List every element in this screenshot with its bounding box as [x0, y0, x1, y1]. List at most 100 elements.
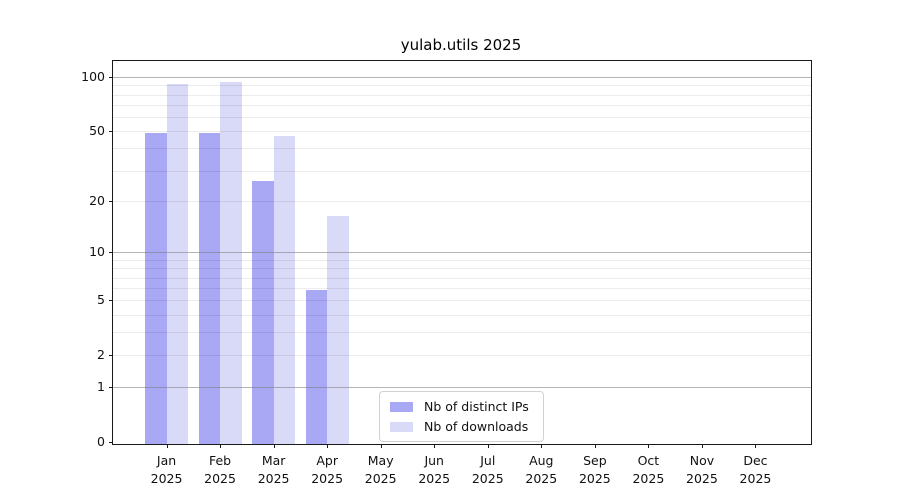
- y-tick-label-0: 0: [97, 434, 105, 449]
- x-label-year: 2025: [257, 471, 290, 487]
- x-label-month: Aug: [529, 453, 554, 468]
- x-tick-nov: [701, 444, 703, 448]
- x-label-month: Apr: [316, 453, 338, 468]
- x-tick-label-nov: Nov 2025: [670, 452, 734, 488]
- gridline-minor-40: [113, 148, 811, 150]
- x-label-year: 2025: [578, 471, 611, 487]
- y-tick-0: [109, 441, 113, 443]
- bars-layer: [113, 61, 811, 444]
- x-tick-label-jun: Jun 2025: [402, 452, 466, 488]
- x-label-year: 2025: [525, 471, 558, 487]
- x-label-month: Jun: [424, 453, 444, 468]
- gridline-minor-9: [113, 260, 811, 261]
- x-tick-aug: [541, 444, 543, 448]
- legend-label-distinct-ips: Nb of distinct IPs: [424, 399, 529, 414]
- x-tick-jan: [166, 444, 168, 448]
- x-label-year: 2025: [418, 471, 451, 487]
- gridline-minor-60: [113, 117, 811, 119]
- y-tick-20: [109, 200, 113, 202]
- x-label-year: 2025: [311, 471, 344, 487]
- bar-downloads-apr: [327, 215, 349, 444]
- x-tick-label-feb: Feb 2025: [188, 452, 252, 488]
- gridline-minor-2: [113, 355, 811, 357]
- x-tick-jul: [487, 444, 489, 448]
- x-tick-label-apr: Apr 2025: [295, 452, 359, 488]
- gridline-minor-30: [113, 170, 811, 172]
- y-tick-label-5: 5: [97, 292, 105, 308]
- plot-area: Jan 2025 Feb 2025 Mar 2025 Apr 2025 May 2025 Jun 20…: [81, 60, 812, 486]
- x-tick-dec: [755, 444, 757, 448]
- y-tick-label-10: 10: [89, 244, 105, 260]
- x-label-year: 2025: [739, 471, 772, 487]
- y-tick-label-20: 20: [89, 193, 105, 209]
- chart-title: yulab.utils 2025: [400, 36, 522, 54]
- x-tick-jun: [434, 444, 436, 448]
- x-label-year: 2025: [364, 471, 397, 487]
- x-label-year: 2025: [471, 471, 504, 487]
- y-tick-label-50: 50: [89, 123, 105, 139]
- bar-downloads-jan: [166, 84, 189, 444]
- gridline-minor-6: [113, 288, 811, 290]
- gridline-minor-20: [113, 201, 811, 203]
- gridline-major-10: [113, 252, 811, 254]
- x-tick-label-oct: Oct 2025: [616, 452, 680, 488]
- gridline-minor-50: [113, 131, 811, 133]
- bar-distinct-ips-jan: [145, 133, 167, 444]
- x-label-month: Jul: [480, 453, 496, 468]
- gridline-minor-90: [113, 85, 811, 87]
- legend-swatch-downloads: [390, 421, 413, 432]
- grid-layer: [113, 61, 811, 444]
- gridline-major-1: [113, 387, 811, 389]
- x-tick-label-aug: Aug 2025: [509, 452, 573, 488]
- gridline-major-100: [113, 77, 811, 79]
- x-label-month: May: [367, 453, 394, 468]
- x-tick-label-jul: Jul 2025: [456, 452, 520, 488]
- y-tick-10: [109, 251, 113, 253]
- x-tick-feb: [220, 444, 222, 448]
- x-tick-label-jan: Jan 2025: [135, 452, 199, 488]
- y-tick-5: [109, 299, 113, 301]
- x-tick-may: [380, 444, 382, 448]
- x-tick-oct: [648, 444, 650, 448]
- y-tick-label-2: 2: [97, 347, 105, 363]
- gridline-minor-3: [113, 332, 811, 334]
- gridline-minor-7: [113, 277, 811, 279]
- bar-downloads-mar: [273, 136, 296, 444]
- x-label-month: Nov: [689, 453, 715, 468]
- legend-item-downloads: Nb of downloads: [390, 419, 529, 434]
- gridline-minor-80: [113, 94, 811, 96]
- bar-distinct-ips-apr: [305, 290, 328, 444]
- legend-swatch-distinct-ips: [390, 401, 413, 412]
- x-label-month: Dec: [743, 453, 768, 468]
- y-tick-100: [109, 76, 113, 78]
- y-tick-label-1: 1: [97, 379, 105, 395]
- x-tick-sep: [594, 444, 596, 448]
- y-tick-2: [109, 354, 113, 356]
- legend-label-downloads: Nb of downloads: [424, 419, 529, 434]
- x-tick-label-sep: Sep 2025: [563, 452, 627, 488]
- bar-distinct-ips-mar: [252, 180, 274, 444]
- x-label-year: 2025: [632, 471, 665, 487]
- x-label-year: 2025: [686, 471, 718, 487]
- gridline-minor-70: [113, 105, 811, 107]
- legend: Nb of distinct IPs Nb of downloads: [379, 391, 544, 442]
- y-tick-label-100: 100: [81, 69, 105, 85]
- x-label-month: Feb: [208, 453, 232, 468]
- y-axis-layer: 0 1 2 5 10 20 50 100: [81, 61, 811, 449]
- bar-distinct-ips-feb: [198, 133, 221, 444]
- gridline-minor-5: [113, 300, 811, 302]
- x-label-year: 2025: [204, 471, 236, 487]
- x-label-month: Mar: [261, 453, 286, 468]
- bar-downloads-feb: [220, 81, 242, 444]
- x-tick-mar: [273, 444, 275, 448]
- x-axis-layer: Jan 2025 Feb 2025 Mar 2025 Apr 2025 May 2025 Jun 20…: [113, 61, 811, 486]
- x-tick-label-may: May 2025: [349, 452, 413, 488]
- gridline-minor-8: [113, 268, 811, 270]
- x-tick-label-mar: Mar 2025: [242, 452, 306, 488]
- y-tick-1: [109, 386, 113, 388]
- x-tick-label-dec: Dec 2025: [723, 452, 787, 488]
- x-tick-apr: [327, 444, 329, 448]
- y-tick-50: [109, 130, 113, 132]
- x-label-month: Jan: [156, 453, 177, 468]
